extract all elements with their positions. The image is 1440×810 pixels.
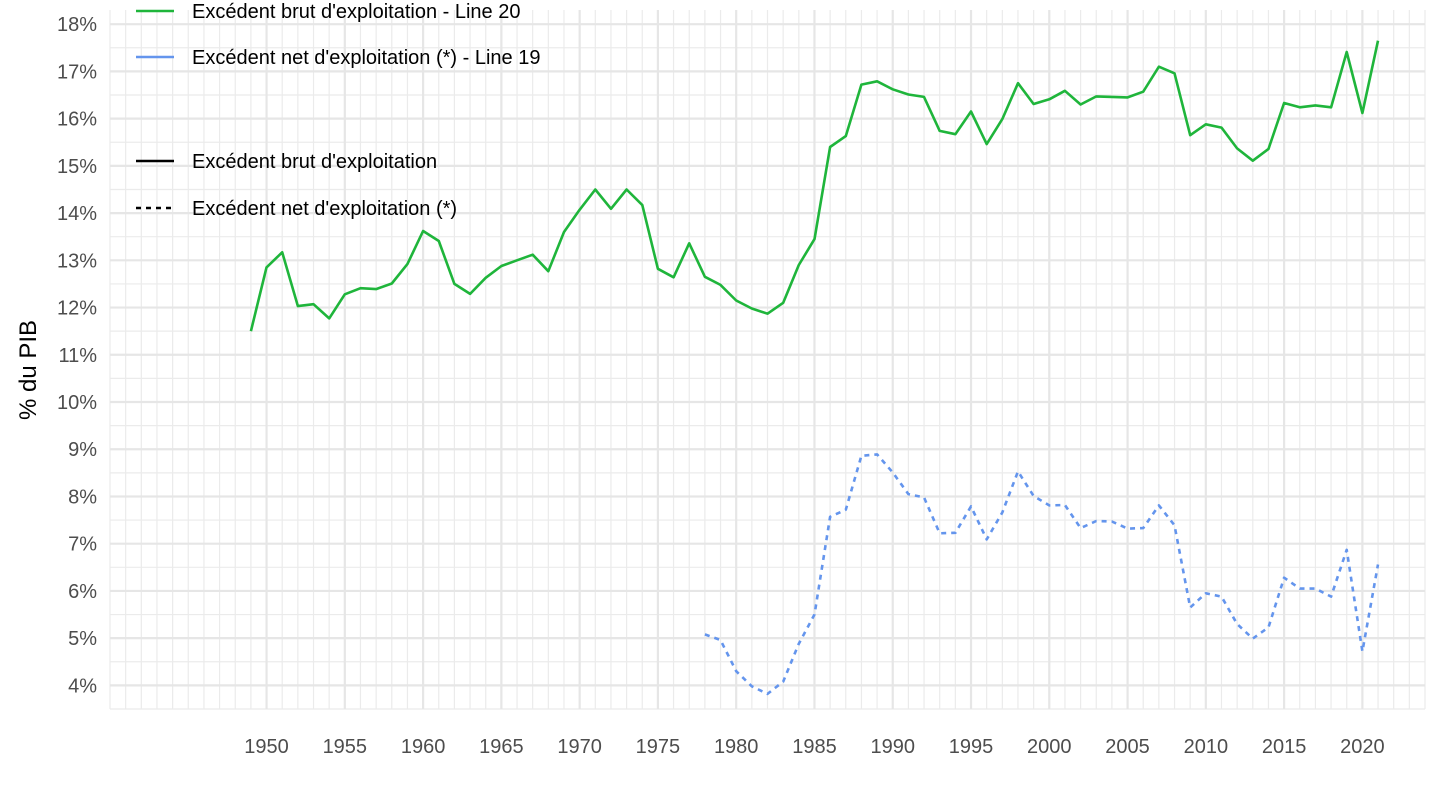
legend-label: Excédent brut d'exploitation - Line 20 bbox=[192, 1, 520, 23]
x-axis-tick-labels: 1950 1955 1960 1965 1970 1975 1980 1985 1990 1995… bbox=[244, 736, 1384, 758]
y-tick-label: 17% bbox=[57, 61, 97, 83]
x-tick-label: 1965 bbox=[479, 736, 524, 758]
x-tick-label: 1990 bbox=[870, 736, 915, 758]
y-tick-label: 11% bbox=[58, 345, 97, 367]
y-tick-label: 6% bbox=[68, 581, 97, 603]
x-tick-label: 1950 bbox=[244, 736, 289, 758]
x-tick-label: 1970 bbox=[557, 736, 602, 758]
x-tick-label: 1985 bbox=[792, 736, 837, 758]
y-axis-title: % du PIB bbox=[15, 320, 42, 420]
y-tick-label: 12% bbox=[57, 298, 97, 320]
y-tick-label: 15% bbox=[57, 156, 97, 178]
y-tick-label: 10% bbox=[57, 392, 97, 414]
x-tick-label: 2015 bbox=[1262, 736, 1307, 758]
legend-label: Excédent net d'exploitation (*) - Line 1… bbox=[192, 47, 540, 69]
minor-gridlines bbox=[109, 10, 1426, 710]
x-tick-label: 2010 bbox=[1184, 736, 1229, 758]
legend: Excédent brut d'exploitation - Line 20 Ex… bbox=[136, 1, 540, 220]
y-tick-label: 13% bbox=[57, 250, 97, 272]
x-tick-label: 2020 bbox=[1340, 736, 1385, 758]
x-tick-label: 1995 bbox=[949, 736, 994, 758]
y-tick-label: 14% bbox=[57, 203, 97, 225]
x-tick-label: 1975 bbox=[636, 736, 681, 758]
y-tick-label: 8% bbox=[68, 486, 97, 508]
y-tick-label: 18% bbox=[57, 14, 97, 36]
x-tick-label: 1955 bbox=[323, 736, 368, 758]
y-axis-tick-labels: 4% 5% 6% 7% 8% 9% 10% 11% 12% 13% 14% 15% 16% 17% 18% bbox=[57, 14, 97, 697]
major-gridlines bbox=[110, 10, 1425, 709]
series-line-2 bbox=[704, 453, 1380, 696]
y-tick-label: 7% bbox=[68, 534, 97, 556]
series-lines bbox=[249, 40, 1380, 696]
y-tick-label: 4% bbox=[68, 675, 97, 697]
y-tick-label: 16% bbox=[57, 109, 97, 131]
y-tick-label: 5% bbox=[68, 628, 97, 650]
x-tick-label: 2005 bbox=[1105, 736, 1150, 758]
y-tick-label: 9% bbox=[68, 439, 97, 461]
legend-linetype-label: Excédent brut d'exploitation bbox=[192, 151, 437, 173]
legend-linetype-label: Excédent net d'exploitation (*) bbox=[192, 198, 457, 220]
x-tick-label: 1980 bbox=[714, 736, 759, 758]
series-line-1 bbox=[249, 40, 1380, 332]
x-tick-label: 1960 bbox=[401, 736, 446, 758]
x-tick-label: 2000 bbox=[1027, 736, 1072, 758]
